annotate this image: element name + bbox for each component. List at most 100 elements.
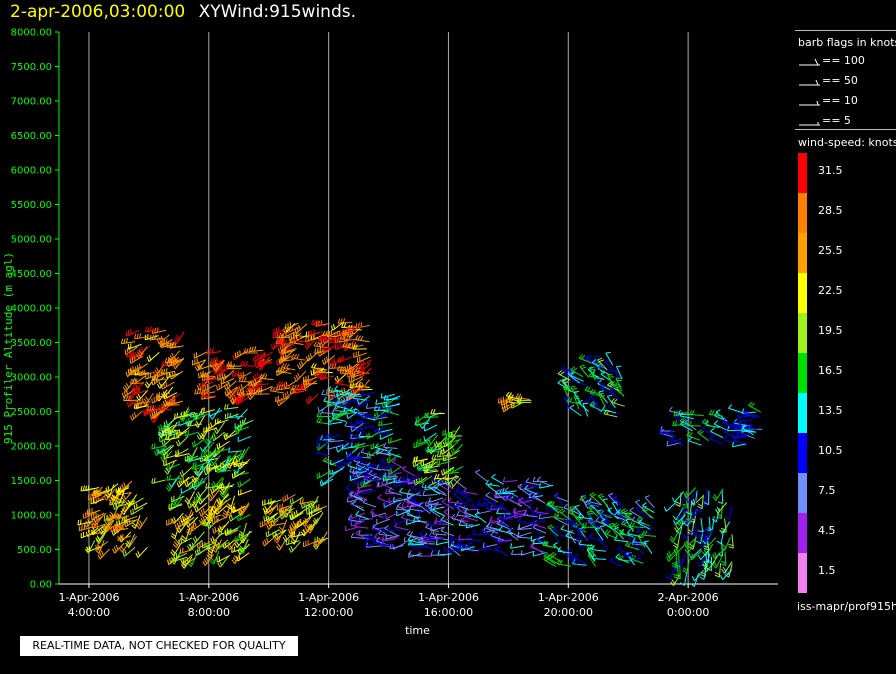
barb-shaft bbox=[342, 332, 357, 337]
barb-flag bbox=[435, 440, 439, 446]
barb-flag bbox=[181, 470, 185, 476]
wind-barb bbox=[532, 551, 547, 557]
wind-barb bbox=[530, 518, 546, 525]
barb-flag bbox=[128, 351, 132, 357]
barb-shaft bbox=[201, 396, 216, 400]
wind-barb bbox=[170, 525, 180, 540]
barb-flag bbox=[307, 335, 310, 342]
barb-shaft bbox=[148, 351, 160, 362]
barb-shaft bbox=[186, 476, 198, 488]
barb-flag bbox=[413, 456, 416, 462]
barb-flag bbox=[430, 409, 433, 415]
wind-barb bbox=[190, 521, 204, 532]
barb-shaft bbox=[149, 337, 164, 341]
barb-flag bbox=[463, 512, 468, 518]
barb-flag bbox=[131, 386, 134, 392]
barb-flag bbox=[495, 489, 500, 493]
wind-barb bbox=[329, 468, 344, 475]
barb-shaft bbox=[401, 505, 416, 508]
barb-flag bbox=[488, 524, 493, 529]
barb-flag bbox=[180, 559, 184, 565]
barb-shaft bbox=[361, 416, 376, 419]
barb-flag bbox=[257, 372, 259, 379]
barb-flag bbox=[406, 496, 411, 501]
wind-barb bbox=[360, 423, 375, 430]
wind-barb bbox=[129, 410, 143, 421]
barb-shaft bbox=[202, 395, 217, 398]
barb-flag bbox=[456, 505, 462, 509]
wind-barb bbox=[556, 559, 572, 567]
barb-shaft bbox=[388, 497, 403, 503]
barb-flag bbox=[238, 376, 242, 382]
barb-flag bbox=[129, 378, 133, 384]
barb-shaft bbox=[514, 513, 529, 519]
barb-shaft bbox=[374, 536, 389, 542]
barb-flag bbox=[376, 411, 379, 417]
barb-shaft bbox=[304, 514, 313, 527]
barb-flag bbox=[348, 473, 351, 479]
barb-flag bbox=[143, 369, 146, 375]
barb-flag bbox=[115, 544, 119, 550]
barb-flag bbox=[519, 497, 524, 501]
barb-shaft bbox=[558, 511, 571, 521]
barb-shaft bbox=[218, 485, 233, 489]
barb-shaft bbox=[189, 521, 196, 535]
barb-flag bbox=[341, 444, 344, 450]
barb-flag bbox=[234, 459, 237, 465]
wind-barb bbox=[136, 398, 151, 405]
barb-shaft bbox=[370, 512, 384, 519]
barb-shaft bbox=[212, 517, 226, 525]
wind-barb bbox=[525, 477, 540, 486]
barb-flag bbox=[281, 367, 286, 373]
wind-barb bbox=[450, 443, 463, 455]
barb-flag bbox=[626, 529, 631, 534]
barb-flag bbox=[266, 537, 269, 543]
barb-flag bbox=[336, 375, 340, 381]
wind-barb bbox=[425, 523, 439, 533]
barb-shaft bbox=[419, 475, 433, 485]
barb-shaft bbox=[115, 515, 130, 520]
barb-shaft bbox=[171, 370, 184, 380]
barb-flag bbox=[441, 478, 446, 482]
barb-flag bbox=[433, 483, 439, 488]
barb-shaft bbox=[306, 337, 317, 350]
barb-flag bbox=[357, 399, 360, 405]
wind-barb bbox=[327, 444, 342, 450]
barb-shaft bbox=[419, 533, 433, 540]
barb-flag bbox=[120, 338, 124, 344]
barb-shaft bbox=[588, 507, 599, 518]
barb-flag bbox=[354, 490, 359, 495]
barb-shaft bbox=[308, 330, 323, 337]
barb-flag bbox=[610, 398, 615, 403]
wind-barb bbox=[329, 358, 343, 366]
wind-barb bbox=[203, 449, 217, 461]
barb-shaft bbox=[443, 511, 456, 521]
wind-barb bbox=[448, 497, 463, 505]
barb-shaft bbox=[520, 497, 535, 503]
barb-shaft bbox=[459, 493, 473, 502]
barb-shaft bbox=[637, 522, 651, 530]
barb-flag bbox=[280, 397, 284, 403]
wind-barb bbox=[212, 524, 226, 534]
barb-flag bbox=[295, 510, 298, 516]
wind-barb bbox=[495, 545, 509, 557]
barb-flag bbox=[345, 335, 349, 341]
barb-flag bbox=[245, 361, 249, 367]
barb-flag bbox=[148, 355, 152, 361]
barb-flag bbox=[170, 503, 173, 509]
wind-barb bbox=[433, 483, 446, 495]
barb-flag bbox=[492, 500, 497, 506]
barb-flag bbox=[387, 407, 392, 413]
barb-flag bbox=[599, 495, 605, 499]
barb-flag bbox=[234, 352, 237, 358]
barb-shaft bbox=[281, 341, 293, 352]
barb-flag bbox=[351, 500, 357, 505]
wind-barb bbox=[133, 387, 148, 395]
barb-flag bbox=[153, 410, 156, 416]
wind-barb bbox=[352, 468, 367, 475]
wind-barb bbox=[375, 446, 390, 455]
barb-shaft bbox=[338, 321, 353, 324]
barb-shaft bbox=[85, 487, 100, 492]
wind-barb bbox=[532, 476, 548, 483]
wind-barb bbox=[193, 463, 205, 476]
